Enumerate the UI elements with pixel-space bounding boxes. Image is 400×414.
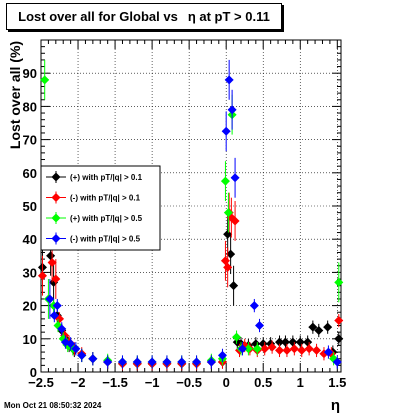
data-point-marker	[227, 105, 237, 115]
data-point-marker	[49, 311, 59, 321]
data-point-marker	[334, 316, 344, 326]
x-tick-label: −1	[145, 375, 160, 390]
data-point-marker	[223, 262, 233, 272]
data-point-marker	[282, 345, 292, 355]
data-point-marker	[132, 357, 142, 367]
x-axis-label: η	[330, 397, 340, 414]
data-point-marker	[230, 216, 240, 226]
data-point-marker	[46, 251, 56, 261]
series-4	[45, 59, 342, 369]
data-point-marker	[288, 337, 298, 347]
data-point-marker	[323, 347, 333, 357]
data-point-marker	[103, 357, 113, 367]
data-point-marker	[226, 249, 236, 259]
data-point-marker	[223, 229, 233, 239]
legend-entry-label: (-) with pT/|q| > 0.1	[70, 194, 141, 203]
x-tick-label: −0.5	[176, 375, 202, 390]
datestamp: Mon Oct 21 08:50:32 2024	[4, 401, 102, 410]
legend-marker	[51, 193, 61, 202]
y-tick-label: 40	[23, 232, 37, 247]
data-point-marker	[40, 75, 50, 85]
chart-title-part1: Lost over all for Global vs	[18, 9, 178, 24]
data-point-marker	[229, 281, 239, 291]
data-point-marker	[334, 334, 344, 344]
data-point-marker	[177, 357, 187, 367]
data-point-marker	[162, 357, 172, 367]
data-point-marker	[66, 339, 76, 349]
data-point-marker	[88, 354, 98, 364]
data-point-marker	[255, 321, 265, 331]
legend-box	[40, 165, 161, 251]
data-point-marker	[57, 324, 67, 334]
data-point-marker	[304, 344, 314, 354]
legend-entry-label: (+) with pT/|q| > 0.1	[70, 173, 143, 182]
legend-marker	[51, 234, 61, 243]
y-tick-label: 20	[23, 299, 37, 314]
x-tick-label: −2	[71, 375, 86, 390]
y-tick-label: 60	[23, 166, 37, 181]
x-tick-label: −2.5	[28, 375, 54, 390]
data-point-marker	[192, 357, 202, 367]
data-point-marker	[45, 294, 55, 304]
data-point-marker	[267, 342, 277, 352]
y-tick-label: 70	[23, 133, 37, 148]
legend-marker	[51, 172, 61, 182]
x-tick-label: 1.5	[328, 375, 346, 390]
data-point-marker	[77, 350, 87, 360]
y-tick-label: 50	[23, 199, 37, 214]
data-point-marker	[232, 332, 242, 342]
data-point-marker	[52, 301, 62, 311]
legend-entry-label: (-) with pT/|q| > 0.5	[70, 235, 141, 244]
data-point-marker	[280, 337, 290, 347]
chart-title: Lost over all for Global vs η at pT > 0.…	[6, 3, 282, 30]
x-tick-label: 1	[297, 375, 304, 390]
data-point-marker	[260, 344, 270, 354]
data-point-marker	[224, 75, 234, 85]
data-point-marker	[230, 173, 240, 183]
data-point-marker	[252, 344, 262, 354]
data-point-marker	[221, 126, 231, 136]
data-point-marker	[37, 271, 47, 281]
y-tick-label: 10	[23, 332, 37, 347]
data-point-marker	[275, 337, 285, 347]
legend-entry-label: (+) with pT/|q| > 0.5	[70, 214, 143, 223]
data-point-marker	[314, 326, 324, 335]
y-tick-label: 90	[23, 66, 37, 81]
y-tick-label: 30	[23, 265, 37, 280]
data-point-marker	[308, 322, 318, 332]
data-point-marker	[334, 277, 344, 287]
x-tick-label: −1.5	[102, 375, 128, 390]
x-tick-label: 0	[223, 375, 230, 390]
data-point-marker	[289, 344, 299, 354]
data-point-marker	[237, 344, 247, 354]
data-point-marker	[117, 357, 127, 367]
data-point-marker	[332, 357, 342, 367]
data-point-marker	[220, 176, 230, 186]
data-point-marker	[275, 345, 285, 355]
data-point-marker	[206, 357, 216, 367]
data-point-marker	[47, 257, 57, 267]
y-tick-label: 0	[30, 365, 37, 380]
data-point-marker	[303, 337, 313, 347]
data-point-marker	[51, 274, 61, 284]
data-point-marker	[295, 337, 305, 347]
chart-title-part2: η at pT > 0.11	[187, 9, 270, 24]
legend-marker	[51, 213, 61, 223]
data-point-marker	[249, 301, 259, 311]
y-tick-label: 80	[23, 99, 37, 114]
x-tick-label: 0.5	[254, 375, 272, 390]
data-point-marker	[147, 357, 157, 367]
data-point-marker	[297, 345, 307, 355]
data-point-marker	[312, 345, 322, 355]
data-point-marker	[243, 344, 253, 354]
data-point-marker	[217, 350, 227, 360]
data-point-marker	[71, 344, 81, 354]
data-point-marker	[323, 322, 333, 332]
data-point-marker	[223, 208, 233, 218]
